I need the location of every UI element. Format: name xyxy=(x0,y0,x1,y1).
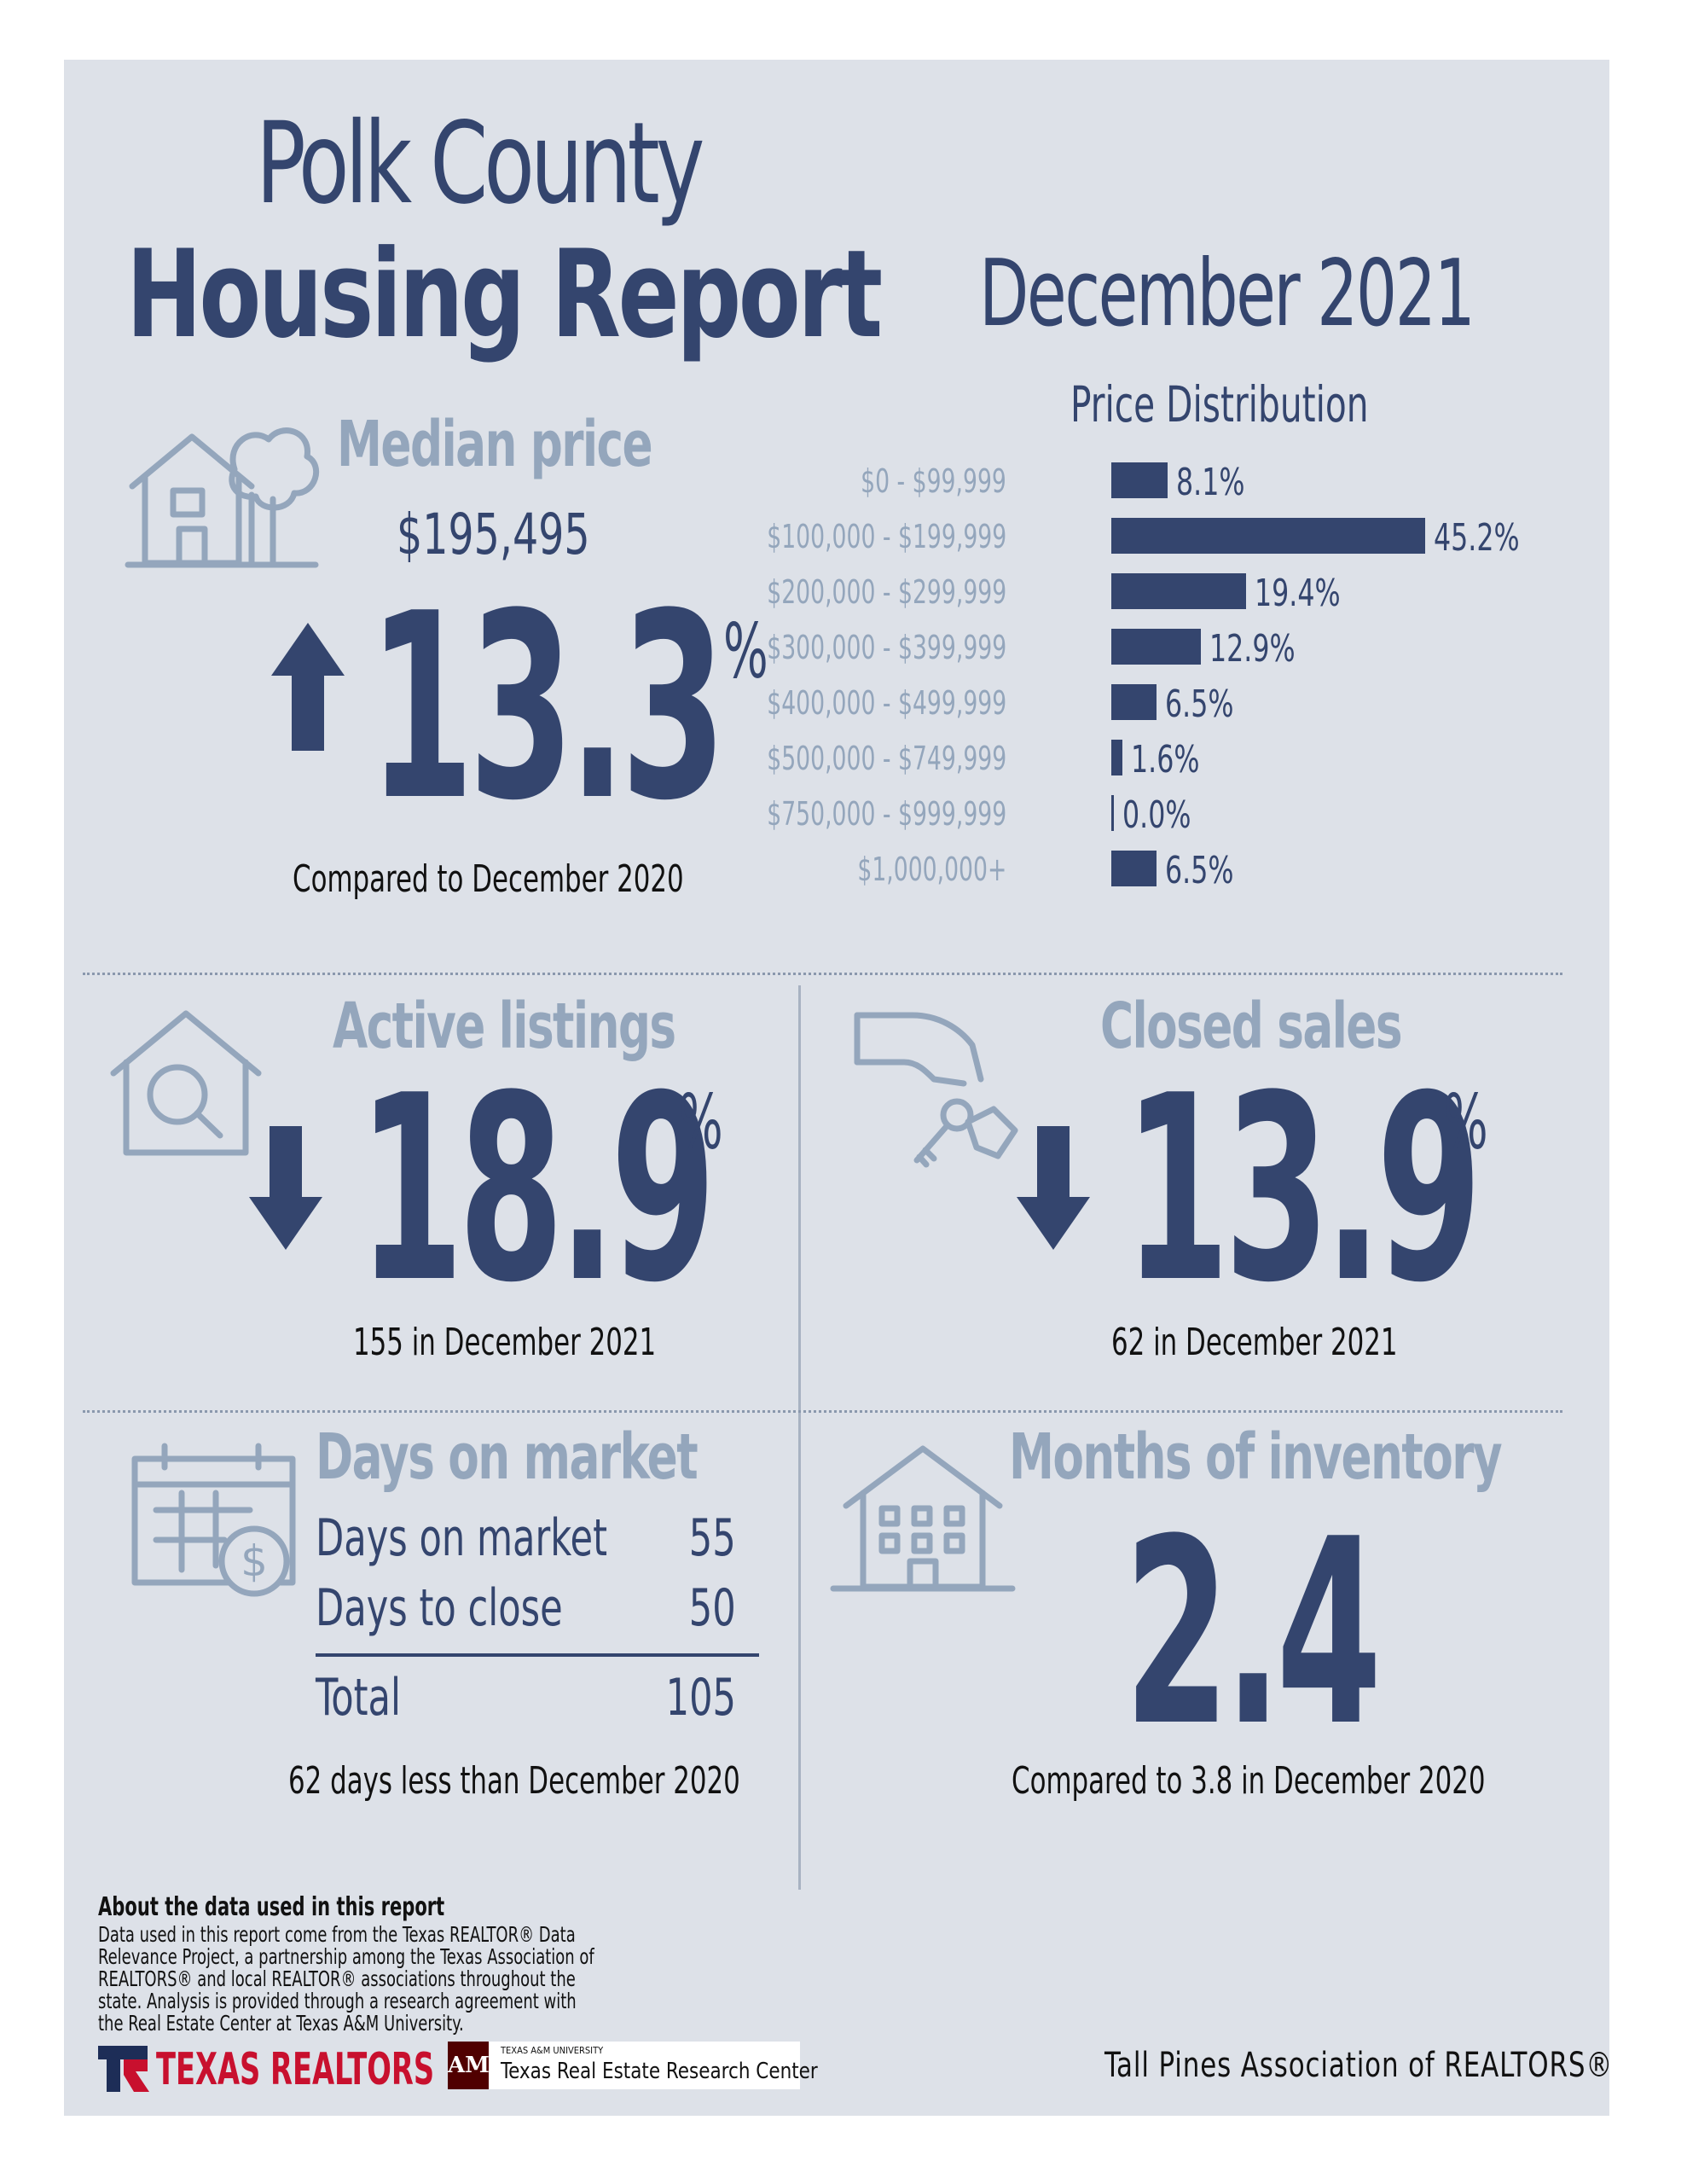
section-divider xyxy=(83,973,1562,975)
column-divider xyxy=(798,985,801,1890)
price-distribution-bar xyxy=(1111,795,1114,831)
title-county: Polk County xyxy=(256,98,704,229)
active-listings-percent: % xyxy=(678,1078,723,1166)
section-divider xyxy=(83,1410,1562,1413)
tamu-small-label: TEXAS A&M UNIVERSITY xyxy=(501,2045,604,2056)
arrow-down-icon xyxy=(249,1126,322,1250)
price-range-label: $750,000 - $999,999 xyxy=(767,795,1006,833)
active-listings-heading: Active listings xyxy=(333,990,676,1063)
arrow-up-icon xyxy=(271,623,345,751)
about-heading: About the data used in this report xyxy=(98,1892,445,1922)
price-distribution-row: $0 - $99,999 8.1% xyxy=(836,461,1603,504)
price-range-label: $500,000 - $749,999 xyxy=(767,740,1006,777)
price-distribution-row: $200,000 - $299,999 19.4% xyxy=(767,572,1603,615)
price-range-label: $0 - $99,999 xyxy=(861,462,1006,500)
texas-realtors-wordmark: TEXAS REALTORS xyxy=(156,2044,435,2095)
median-price-heading: Median price xyxy=(337,408,653,481)
dom-row-label: Days on market xyxy=(316,1508,608,1568)
price-distribution-row: $300,000 - $399,999 12.9% xyxy=(767,627,1603,671)
closed-sales-change: 13.9 xyxy=(1124,1041,1482,1339)
price-distribution-value: 45.2% xyxy=(1434,516,1520,560)
tamu-center-name: Texas Real Estate Research Center xyxy=(501,2059,818,2084)
closed-sales-caption: 62 in December 2021 xyxy=(1111,1321,1398,1364)
tamu-logo-box: AM TEXAS A&M UNIVERSITY Texas Real Estat… xyxy=(448,2042,818,2089)
median-price-change: 13.3 xyxy=(368,559,727,857)
price-range-label: $200,000 - $299,999 xyxy=(767,573,1006,611)
months-inventory-caption: Compared to 3.8 in December 2020 xyxy=(1012,1759,1486,1803)
price-distribution-bar xyxy=(1111,573,1246,609)
price-distribution-row: $1,000,000+ 6.5% xyxy=(836,849,1603,892)
median-price-value: $195,495 xyxy=(397,502,590,567)
price-distribution-bar xyxy=(1111,629,1202,665)
closed-sales-percent: % xyxy=(1443,1078,1488,1166)
dom-row-label: Days to close xyxy=(316,1578,563,1638)
days-on-market-heading: Days on market xyxy=(316,1420,699,1494)
price-distribution-bar xyxy=(1111,518,1425,554)
price-range-label: $1,000,000+ xyxy=(857,851,1006,888)
price-distribution-row: $400,000 - $499,999 6.5% xyxy=(767,682,1603,726)
days-on-market-caption: 62 days less than December 2020 xyxy=(288,1759,740,1803)
price-range-label: $100,000 - $199,999 xyxy=(767,518,1006,555)
price-distribution-value: 8.1% xyxy=(1175,461,1245,504)
price-distribution-bar xyxy=(1111,851,1157,886)
median-price-percent: % xyxy=(723,607,768,695)
price-distribution-row: $500,000 - $749,999 1.6% xyxy=(767,738,1603,781)
dom-row-value: 50 xyxy=(689,1578,736,1638)
active-listings-change: 18.9 xyxy=(358,1041,716,1339)
price-distribution-value: 12.9% xyxy=(1209,627,1296,671)
price-distribution-value: 6.5% xyxy=(1164,682,1234,726)
active-listings-caption: 155 in December 2021 xyxy=(353,1321,657,1364)
about-body: Data used in this report come from the T… xyxy=(98,1922,594,2036)
dom-row-value: 55 xyxy=(689,1508,736,1568)
months-inventory-value: 2.4 xyxy=(1124,1484,1382,1782)
texas-realtors-logo-icon xyxy=(98,2046,149,2092)
apartment-building-icon xyxy=(830,1445,1016,1592)
house-with-tree-icon xyxy=(125,427,320,568)
hand-keys-icon xyxy=(854,1012,1018,1168)
title-report: Housing Report xyxy=(126,224,883,365)
price-range-label: $300,000 - $399,999 xyxy=(767,629,1006,666)
price-distribution-row: $100,000 - $199,999 45.2% xyxy=(767,516,1603,560)
house-magnifier-icon xyxy=(110,1010,262,1156)
total-value: 105 xyxy=(665,1668,736,1728)
price-distribution-bar xyxy=(1111,462,1168,498)
price-distribution-value: 1.6% xyxy=(1131,738,1200,781)
calendar-dollar-icon: $ xyxy=(131,1443,296,1597)
price-distribution-value: 6.5% xyxy=(1164,849,1234,892)
price-distribution-title: Price Distribution xyxy=(1070,375,1369,433)
tamu-logo-icon: AM xyxy=(448,2042,490,2089)
total-rule xyxy=(316,1653,759,1657)
arrow-down-icon xyxy=(1017,1126,1090,1250)
svg-text:$: $ xyxy=(241,1536,268,1586)
price-distribution-value: 0.0% xyxy=(1122,793,1191,837)
association-name: Tall Pines Association of REALTORS® xyxy=(1104,2046,1614,2085)
median-price-caption: Compared to December 2020 xyxy=(293,857,684,901)
price-distribution-value: 19.4% xyxy=(1254,572,1341,615)
total-label: Total xyxy=(316,1668,402,1728)
months-inventory-heading: Months of inventory xyxy=(1009,1420,1503,1494)
closed-sales-heading: Closed sales xyxy=(1100,990,1403,1063)
price-distribution-bar xyxy=(1111,740,1123,775)
price-range-label: $400,000 - $499,999 xyxy=(767,684,1006,722)
report-panel xyxy=(64,60,1609,2116)
price-distribution-bar xyxy=(1111,684,1157,720)
report-date: December 2021 xyxy=(979,241,1475,347)
price-distribution-row: $750,000 - $999,999 0.0% xyxy=(767,793,1603,837)
